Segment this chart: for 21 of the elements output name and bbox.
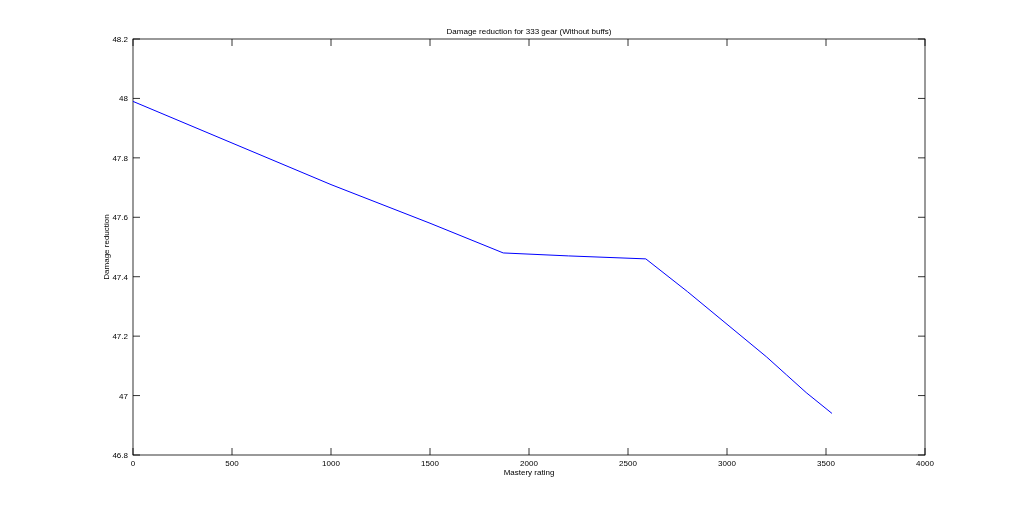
- y-tick-label: 47.6: [112, 213, 129, 223]
- x-tick-label: 2000: [520, 459, 539, 468]
- x-tick-label: 3000: [718, 459, 737, 468]
- y-tick-label: 47.4: [112, 272, 129, 282]
- y-tick-label: 46.8: [112, 451, 129, 460]
- x-tick-label: 0: [130, 459, 136, 468]
- x-axis-title: Mastery rating: [503, 468, 555, 477]
- x-tick-label: 4000: [916, 459, 935, 468]
- x-tick-label: 500: [225, 459, 240, 468]
- y-axis-title: Damage reduction: [102, 214, 111, 280]
- line-series: [132, 100, 833, 414]
- y-tick-label: 48: [119, 94, 129, 104]
- chart-title: Damage reduction for 333 gear (Without buffs): [446, 27, 612, 36]
- x-tick-label: 2500: [619, 459, 638, 468]
- y-tick-label: 48.2: [112, 35, 129, 44]
- y-tick-label: 47: [119, 391, 129, 401]
- x-tick-label: 3500: [817, 459, 836, 468]
- y-tick-label: 47.2: [112, 332, 129, 342]
- x-tick-label: 1500: [421, 459, 440, 468]
- y-tick-label: 47.8: [112, 153, 129, 163]
- x-tick-label: 1000: [322, 459, 341, 468]
